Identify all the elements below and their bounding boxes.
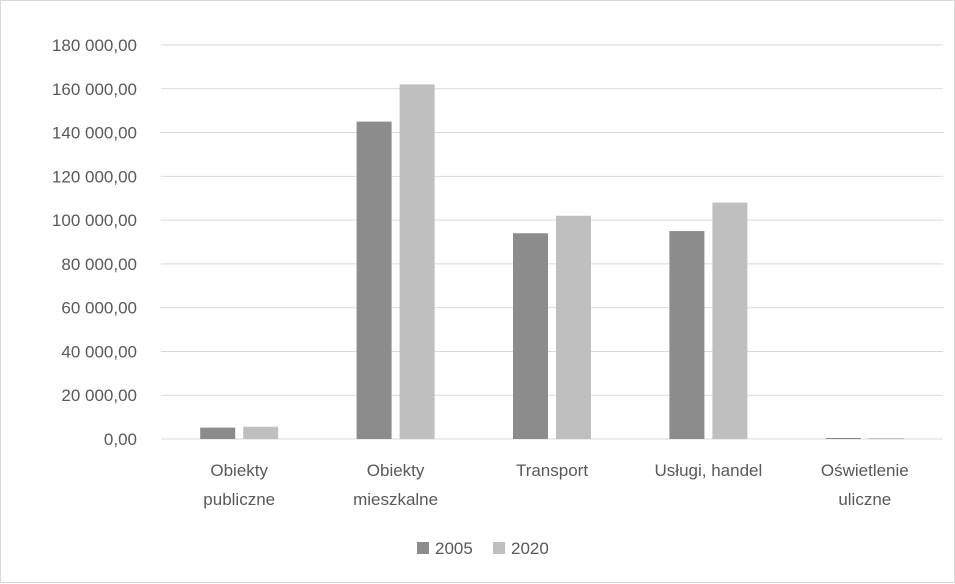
legend-swatch-2020	[493, 542, 505, 554]
category-label: Obiekty	[210, 461, 268, 480]
y-tick-label: 180 000,00	[52, 36, 137, 55]
y-tick-label: 40 000,00	[61, 342, 137, 361]
category-label: Usługi, handel	[655, 461, 763, 480]
bar-2020-2	[556, 215, 591, 439]
category-label: uliczne	[838, 490, 891, 509]
y-tick-label: 20 000,00	[61, 386, 137, 405]
category-label: Obiekty	[367, 461, 425, 480]
legend-label-2005: 2005	[435, 539, 473, 558]
bar-2005-3	[669, 231, 705, 439]
bar-2005-4	[825, 438, 861, 439]
bar-2020-4	[868, 438, 904, 439]
y-tick-label: 100 000,00	[52, 211, 137, 230]
y-tick-label: 160 000,00	[52, 80, 137, 99]
y-tick-label: 60 000,00	[61, 299, 137, 318]
legend-label-2020: 2020	[511, 539, 549, 558]
category-label: Transport	[516, 461, 588, 480]
y-tick-label: 120 000,00	[52, 167, 137, 186]
bar-2020-3	[712, 202, 748, 439]
bar-2020-0	[243, 426, 279, 439]
y-tick-label: 80 000,00	[61, 255, 137, 274]
category-label: mieszkalne	[353, 490, 438, 509]
category-label: Oświetlenie	[821, 461, 909, 480]
bar-2005-0	[200, 427, 236, 439]
y-tick-label: 0,00	[104, 430, 137, 449]
bar-2005-2	[513, 233, 548, 439]
y-tick-label: 140 000,00	[52, 124, 137, 143]
legend-swatch-2005	[417, 542, 429, 554]
bar-2005-1	[356, 121, 392, 439]
bar-2020-1	[399, 84, 435, 440]
category-label: publiczne	[203, 490, 275, 509]
